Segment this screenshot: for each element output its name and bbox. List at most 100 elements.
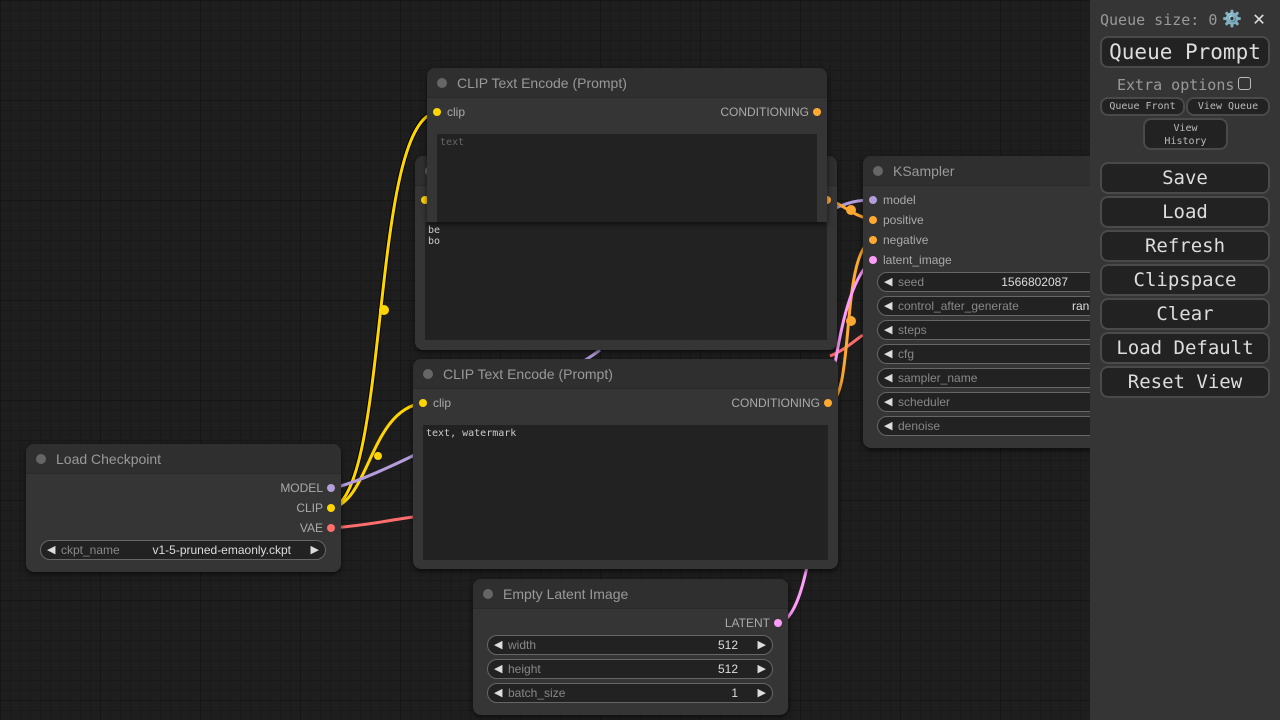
node-title-text: CLIP Text Encode (Prompt) [457, 75, 627, 91]
queue-prompt-button[interactable]: Queue Prompt [1100, 36, 1270, 68]
node-title[interactable]: CLIP Text Encode (Prompt) [427, 68, 827, 98]
wire-vae [331, 515, 414, 530]
clip-input[interactable]: clip [413, 393, 451, 413]
height-widget[interactable]: ◀ height 512 ▶ [487, 659, 773, 679]
arrow-left-icon[interactable]: ◀ [884, 324, 893, 336]
load-default-button[interactable]: Load Default [1100, 332, 1270, 364]
queue-front-button[interactable]: Queue Front [1100, 97, 1185, 116]
node-title[interactable]: Empty Latent Image [473, 579, 788, 609]
denoise-widget[interactable]: ◀ denoise [877, 416, 1090, 436]
clipspace-button[interactable]: Clipspace [1100, 264, 1270, 296]
view-queue-button[interactable]: View Queue [1186, 97, 1270, 116]
negative-input-dot[interactable] [869, 236, 877, 244]
latent-image-input[interactable]: latent_image [863, 250, 952, 270]
arrow-right-icon[interactable]: ▶ [757, 687, 766, 699]
positive-input-dot[interactable] [869, 216, 877, 224]
clip-output-dot[interactable] [327, 504, 335, 512]
wires [330, 109, 874, 625]
arrow-left-icon[interactable]: ◀ [494, 639, 503, 651]
clip-input-dot[interactable] [419, 399, 427, 407]
reset-view-button[interactable]: Reset View [1100, 366, 1270, 398]
ksampler-node[interactable]: KSampler model positive negative latent_… [863, 156, 1090, 448]
arrow-right-icon[interactable]: ▶ [757, 639, 766, 651]
width-widget[interactable]: ◀ width 512 ▶ [487, 635, 773, 655]
clear-button[interactable]: Clear [1100, 298, 1270, 330]
cfg-widget[interactable]: ◀ cfg [877, 344, 1090, 364]
slot-label: CLIP [296, 501, 323, 515]
conditioning-output[interactable]: CONDITIONING [720, 102, 827, 122]
widget-value: randomize [1072, 299, 1090, 313]
close-icon[interactable]: ✕ [1253, 6, 1266, 30]
latent-output[interactable]: LATENT [725, 613, 788, 633]
node-title-text: CLIP Text Encode (Prompt) [443, 366, 613, 382]
reroute-dot [846, 316, 856, 326]
clip-input[interactable]: clip [427, 102, 465, 122]
empty-latent-image-node[interactable]: Empty Latent Image LATENT ◀ width 512 ▶ ◀ he… [473, 579, 788, 715]
widget-label: width [508, 638, 537, 652]
seed-widget[interactable]: ◀ seed 1566802087 [877, 272, 1090, 292]
save-button[interactable]: Save [1100, 162, 1270, 194]
model-output-dot[interactable] [327, 484, 335, 492]
sampler-name-widget[interactable]: ◀ sampler_name [877, 368, 1090, 388]
widget-label: scheduler [898, 395, 951, 409]
conditioning-output-dot[interactable] [823, 196, 831, 204]
arrow-left-icon[interactable]: ◀ [884, 300, 893, 312]
node-title[interactable]: Load Checkpoint [26, 444, 341, 474]
clip-output[interactable]: CLIP [296, 498, 341, 518]
arrow-left-icon[interactable]: ◀ [884, 372, 893, 384]
vae-output[interactable]: VAE [300, 518, 341, 538]
widget-label: denoise [898, 419, 941, 433]
clip-input-dot[interactable] [421, 196, 429, 204]
arrow-left-icon[interactable]: ◀ [884, 396, 893, 408]
arrow-right-icon[interactable]: ▶ [310, 544, 319, 556]
load-checkpoint-node[interactable]: Load Checkpoint MODEL CLIP VAE ◀ ckpt_nam… [26, 444, 341, 572]
arrow-left-icon[interactable]: ◀ [884, 348, 893, 360]
positive-input[interactable]: positive [863, 210, 924, 230]
slot-label: MODEL [280, 481, 323, 495]
clip-text-encode-node-negative[interactable]: CLIP Text Encode (Prompt) clip CONDITION… [413, 359, 838, 569]
negative-input[interactable]: negative [863, 230, 928, 250]
model-input[interactable]: model [863, 190, 916, 210]
clip-input-dot[interactable] [433, 108, 441, 116]
slot-label: clip [447, 105, 466, 119]
ckpt-name-combo[interactable]: ◀ ckpt_name v1-5-pruned-emaonly.ckpt ▶ [40, 540, 326, 560]
model-output[interactable]: MODEL [280, 478, 341, 498]
clip-text-encode-node-positive[interactable]: CLIP Text Encode (Prompt) clip CONDITION… [427, 68, 827, 222]
reroute-dot [379, 305, 389, 315]
collapse-dot[interactable] [437, 78, 447, 88]
node-title[interactable]: CLIP Text Encode (Prompt) [413, 359, 838, 389]
graph-canvas[interactable]: be bo CLIP Text Encode (Prompt) clip COND… [0, 0, 1090, 720]
prompt-textarea[interactable]: be bo [425, 222, 827, 340]
arrow-left-icon[interactable]: ◀ [884, 420, 893, 432]
latent-image-input-dot[interactable] [869, 256, 877, 264]
scheduler-widget[interactable]: ◀ scheduler [877, 392, 1090, 412]
refresh-button[interactable]: Refresh [1100, 230, 1270, 262]
node-title[interactable]: KSampler [863, 156, 1090, 186]
widget-label: height [508, 662, 541, 676]
steps-widget[interactable]: ◀ steps [877, 320, 1090, 340]
vae-output-dot[interactable] [327, 524, 335, 532]
batch-size-widget[interactable]: ◀ batch_size 1 ▶ [487, 683, 773, 703]
collapse-dot[interactable] [423, 369, 433, 379]
prompt-textarea[interactable]: text, watermark [423, 425, 828, 560]
arrow-left-icon[interactable]: ◀ [884, 276, 893, 288]
arrow-left-icon[interactable]: ◀ [47, 544, 56, 556]
control-after-generate-widget[interactable]: ◀ control_after_generate randomize [877, 296, 1090, 316]
view-history-button[interactable]: View History [1143, 118, 1228, 150]
collapse-dot[interactable] [36, 454, 46, 464]
load-button[interactable]: Load [1100, 196, 1270, 228]
gear-icon[interactable]: ⚙️ [1222, 9, 1242, 28]
model-input-dot[interactable] [869, 196, 877, 204]
arrow-left-icon[interactable]: ◀ [494, 663, 503, 675]
conditioning-output-dot[interactable] [813, 108, 821, 116]
conditioning-output[interactable]: CONDITIONING [731, 393, 838, 413]
collapse-dot[interactable] [873, 166, 883, 176]
latent-output-dot[interactable] [774, 619, 782, 627]
prompt-textarea[interactable]: text [437, 134, 817, 222]
conditioning-output-dot[interactable] [824, 399, 832, 407]
extra-options-checkbox[interactable] [1238, 77, 1251, 90]
arrow-right-icon[interactable]: ▶ [757, 663, 766, 675]
collapse-dot[interactable] [483, 589, 493, 599]
node-title-text: Load Checkpoint [56, 451, 162, 467]
arrow-left-icon[interactable]: ◀ [494, 687, 503, 699]
